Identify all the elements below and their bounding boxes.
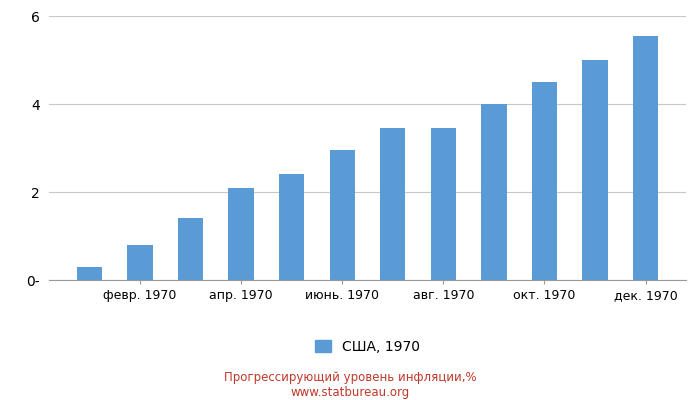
Legend: США, 1970: США, 1970 xyxy=(309,334,426,360)
Bar xyxy=(127,245,153,280)
Bar xyxy=(481,104,507,280)
Text: Прогрессирующий уровень инфляции,%: Прогрессирующий уровень инфляции,% xyxy=(224,372,476,384)
Bar xyxy=(330,150,355,280)
Bar xyxy=(532,82,557,280)
Bar xyxy=(279,174,304,280)
Bar xyxy=(633,36,658,280)
Bar xyxy=(178,218,203,280)
Text: www.statbureau.org: www.statbureau.org xyxy=(290,386,410,399)
Bar xyxy=(582,60,608,280)
Bar xyxy=(380,128,405,280)
Bar xyxy=(228,188,253,280)
Bar xyxy=(430,128,456,280)
Bar xyxy=(77,267,102,280)
